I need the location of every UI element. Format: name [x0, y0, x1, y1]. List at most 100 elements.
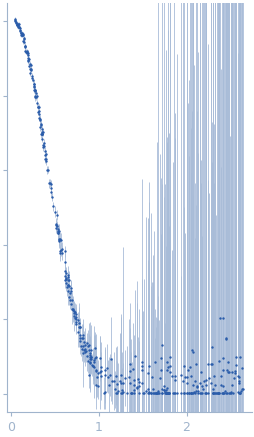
- Point: [233, 354, 237, 361]
- Point: [205, 390, 209, 397]
- Point: [88, 349, 92, 356]
- Point: [134, 384, 138, 391]
- Point: [165, 390, 169, 397]
- Point: [205, 361, 209, 368]
- Point: [232, 368, 236, 375]
- Point: [54, 221, 58, 228]
- Point: [28, 69, 32, 76]
- Point: [170, 390, 174, 397]
- Point: [190, 382, 195, 388]
- Point: [215, 390, 219, 397]
- Point: [222, 387, 226, 394]
- Point: [133, 352, 137, 359]
- Point: [142, 390, 146, 397]
- Point: [86, 347, 90, 354]
- Point: [189, 347, 194, 354]
- Point: [166, 390, 170, 397]
- Point: [38, 116, 42, 123]
- Point: [194, 361, 198, 368]
- Point: [88, 359, 92, 366]
- Point: [36, 108, 40, 115]
- Point: [67, 276, 71, 283]
- Point: [161, 386, 165, 393]
- Point: [51, 203, 55, 210]
- Point: [40, 128, 44, 135]
- Point: [42, 142, 46, 149]
- Point: [123, 375, 127, 382]
- Point: [187, 390, 191, 397]
- Point: [83, 341, 87, 348]
- Point: [167, 354, 171, 361]
- Point: [24, 49, 28, 55]
- Point: [192, 390, 196, 397]
- Point: [159, 367, 163, 374]
- Point: [192, 377, 196, 384]
- Point: [43, 157, 47, 164]
- Point: [63, 272, 67, 279]
- Point: [34, 99, 38, 106]
- Point: [104, 364, 108, 371]
- Point: [237, 354, 242, 361]
- Point: [43, 151, 47, 158]
- Point: [190, 390, 194, 397]
- Point: [151, 390, 155, 397]
- Point: [136, 382, 140, 389]
- Point: [70, 306, 74, 313]
- Point: [229, 381, 233, 388]
- Point: [48, 180, 52, 187]
- Point: [220, 389, 224, 396]
- Point: [150, 385, 154, 392]
- Point: [225, 368, 229, 375]
- Point: [88, 351, 92, 358]
- Point: [220, 383, 224, 390]
- Point: [130, 390, 134, 397]
- Point: [71, 306, 75, 313]
- Point: [54, 221, 58, 228]
- Point: [40, 131, 44, 138]
- Point: [158, 354, 163, 361]
- Point: [115, 390, 119, 397]
- Point: [33, 86, 37, 93]
- Point: [235, 372, 239, 379]
- Point: [188, 390, 193, 397]
- Point: [62, 259, 67, 266]
- Point: [77, 338, 81, 345]
- Point: [165, 366, 169, 373]
- Point: [137, 390, 141, 397]
- Point: [21, 30, 25, 37]
- Point: [220, 315, 224, 322]
- Point: [112, 378, 116, 385]
- Point: [171, 390, 175, 397]
- Point: [54, 225, 58, 232]
- Point: [156, 390, 160, 397]
- Point: [127, 368, 131, 375]
- Point: [39, 121, 43, 128]
- Point: [67, 289, 71, 296]
- Point: [72, 308, 76, 315]
- Point: [180, 377, 184, 384]
- Point: [212, 390, 216, 397]
- Point: [78, 334, 82, 341]
- Point: [66, 273, 70, 280]
- Point: [33, 94, 37, 101]
- Point: [145, 385, 149, 392]
- Point: [164, 390, 168, 397]
- Point: [77, 323, 82, 330]
- Point: [57, 235, 61, 242]
- Point: [58, 248, 62, 255]
- Point: [41, 139, 45, 146]
- Point: [76, 329, 80, 336]
- Point: [127, 380, 131, 387]
- Point: [74, 316, 78, 323]
- Point: [83, 348, 87, 355]
- Point: [225, 390, 229, 397]
- Point: [25, 49, 29, 56]
- Point: [41, 142, 45, 149]
- Point: [220, 367, 224, 374]
- Point: [102, 390, 106, 397]
- Point: [232, 369, 236, 376]
- Point: [139, 359, 143, 366]
- Point: [155, 390, 159, 397]
- Point: [228, 390, 232, 397]
- Point: [43, 156, 47, 163]
